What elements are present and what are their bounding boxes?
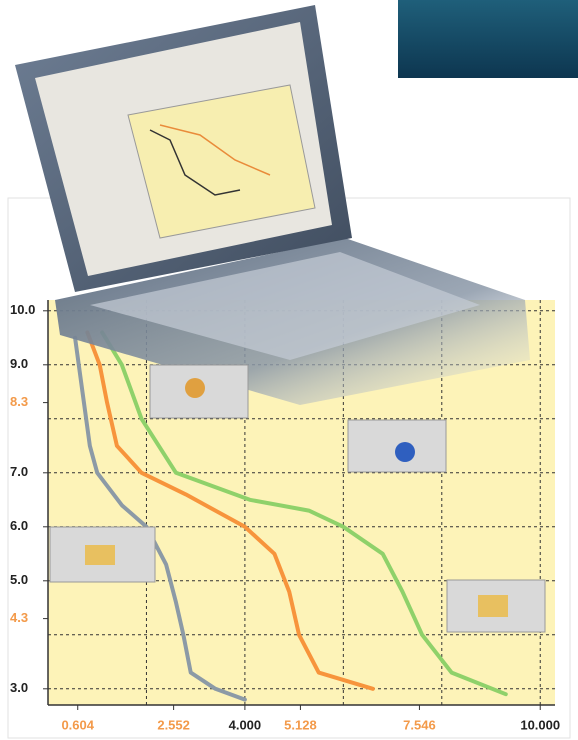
y-tick-label: 8.3	[10, 394, 28, 409]
screen-curve	[149, 129, 241, 196]
laptop	[15, 5, 530, 405]
series-line	[85, 330, 375, 691]
icon	[478, 595, 508, 617]
y-tick-label: 3.0	[10, 680, 28, 695]
icon	[85, 545, 115, 565]
icon	[185, 378, 205, 398]
y-tick-label: 10.0	[10, 302, 35, 317]
keyboard	[90, 252, 480, 360]
y-tick-label: 7.0	[10, 464, 28, 479]
x-tick-label: 7.546	[403, 717, 436, 732]
photo-panel	[398, 0, 578, 78]
x-tick-label: 2.552	[157, 717, 190, 732]
x-tick-label: 5.128	[284, 717, 317, 732]
x-tick-label: 4.000	[229, 717, 262, 732]
icon	[395, 442, 415, 462]
series-line	[100, 330, 508, 697]
y-tick-label: 5.0	[10, 572, 28, 587]
series-line	[73, 335, 247, 702]
screen-graph	[127, 84, 316, 239]
y-tick-label: 9.0	[10, 356, 28, 371]
icons	[49, 364, 546, 633]
y-tick-label: 4.3	[10, 610, 28, 625]
screen-curve	[159, 124, 271, 176]
x-tick-label: 0.604	[61, 717, 94, 732]
y-tick-label: 6.0	[10, 518, 28, 533]
x-tick-label: 10.000	[520, 717, 560, 732]
